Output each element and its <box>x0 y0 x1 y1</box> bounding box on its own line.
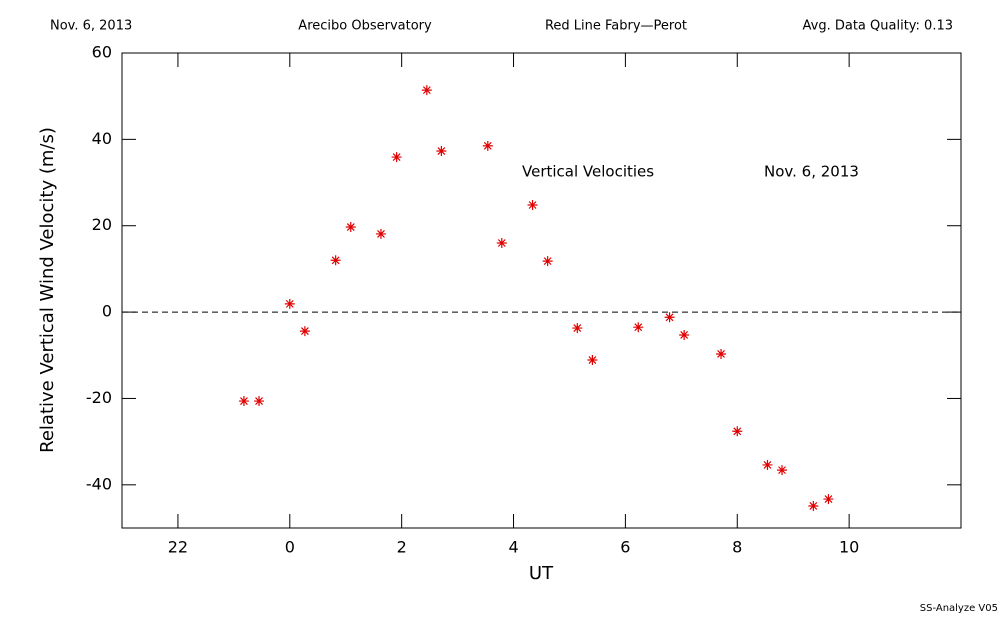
x-tick-label: 22 <box>168 538 188 557</box>
header-instrument: Red Line Fabry—Perot <box>545 19 687 34</box>
x-tick-label: 6 <box>620 538 630 557</box>
point <box>496 238 507 248</box>
x-tick-label: 0 <box>285 538 295 557</box>
point <box>823 494 834 505</box>
x-tick-label: 8 <box>732 538 742 557</box>
point <box>679 329 690 340</box>
point <box>664 312 675 323</box>
point <box>436 146 447 157</box>
x-tick-label: 4 <box>508 538 518 557</box>
y-tick-label: 20 <box>92 215 112 234</box>
x-axis-label: UT <box>529 563 554 584</box>
annotation: Vertical Velocities <box>522 163 654 181</box>
y-tick-label: -20 <box>86 388 112 407</box>
annotation: Nov. 6, 2013 <box>764 163 859 181</box>
point <box>391 152 402 163</box>
point <box>284 298 295 309</box>
point <box>238 396 249 407</box>
point <box>375 228 386 239</box>
y-tick-label: 40 <box>92 129 112 148</box>
point <box>330 255 341 266</box>
header-date: Nov. 6, 2013 <box>50 19 132 34</box>
plot-frame <box>121 52 962 529</box>
point <box>716 348 727 359</box>
point <box>572 323 583 334</box>
y-tick-label: 60 <box>92 43 112 62</box>
y-tick-label: 0 <box>102 302 112 321</box>
header-quality: Avg. Data Quality: 0.13 <box>803 19 953 34</box>
point <box>542 256 553 267</box>
point <box>345 222 356 233</box>
y-tick-label: -40 <box>86 474 112 493</box>
point <box>421 85 432 96</box>
point <box>482 140 493 151</box>
header-site: Arecibo Observatory <box>298 19 432 34</box>
footer: SS-Analyze V05 <box>920 603 998 614</box>
point <box>633 322 644 333</box>
point <box>808 500 819 511</box>
x-tick-label: 10 <box>839 538 859 557</box>
point <box>527 200 538 210</box>
point <box>732 426 743 437</box>
y-axis-label: Relative Vertical Wind Velocity (m/s) <box>37 127 58 453</box>
point <box>254 396 265 407</box>
point <box>777 465 788 476</box>
x-tick-label: 2 <box>397 538 407 557</box>
point <box>762 459 773 470</box>
point <box>587 355 598 366</box>
point <box>299 326 310 337</box>
